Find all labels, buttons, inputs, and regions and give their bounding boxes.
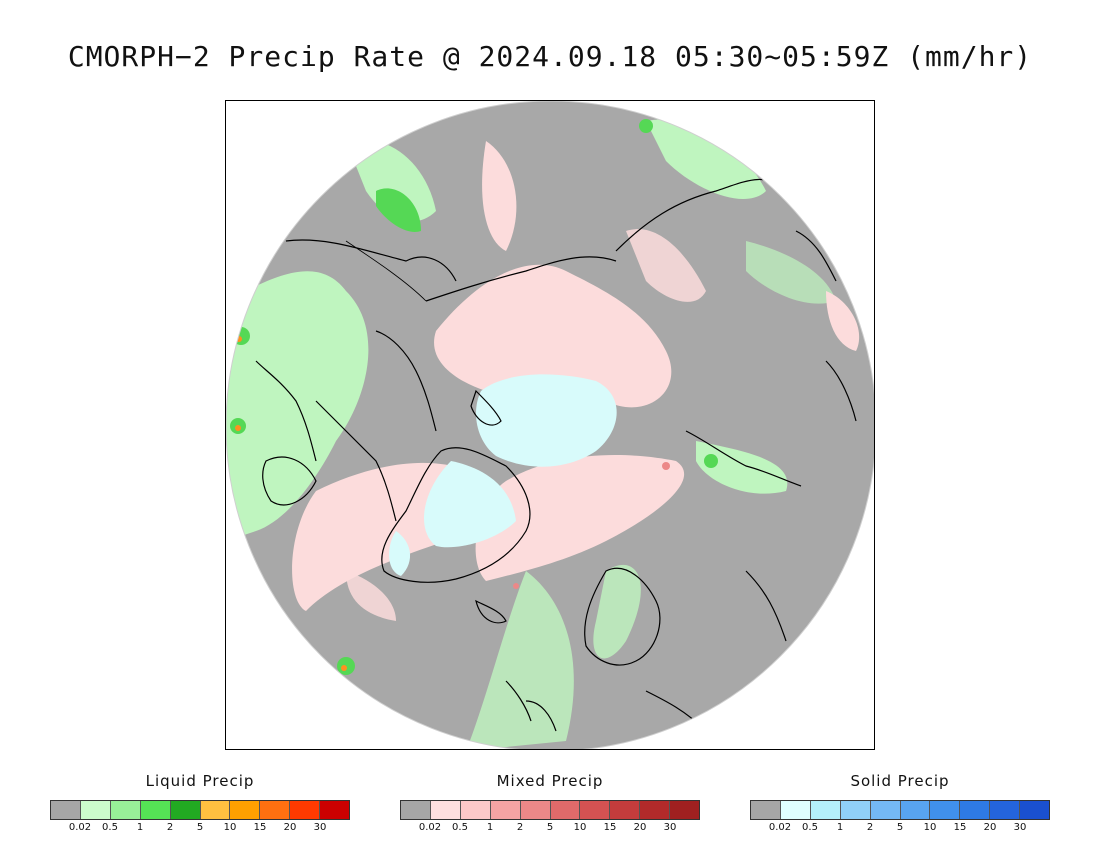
legend-swatch	[550, 801, 581, 819]
legend-tick-label: 1	[836, 822, 844, 833]
legend-swatch	[930, 801, 961, 819]
legend-swatch	[490, 801, 521, 819]
legend-tick-label: 30	[313, 822, 327, 833]
legend-tick-label: 30	[1013, 822, 1027, 833]
legend-title: Mixed Precip	[496, 772, 604, 790]
legend-tick-label: 10	[223, 822, 237, 833]
coastlines	[255, 178, 857, 732]
legend-tick-label: 5	[896, 822, 904, 833]
legend-swatch	[51, 801, 81, 819]
legend-ticks: 0.02 0.5 1 2 5 10 15 20 30	[400, 822, 700, 836]
legend-tick-label: 0.02	[768, 822, 792, 833]
legend-ticks: 0.02 0.5 1 2 5 10 15 20 30	[750, 822, 1050, 836]
legend-tick-label: 0.5	[102, 822, 118, 833]
legend-tick-label: 0.5	[802, 822, 818, 833]
mixed-moderate-spots	[513, 462, 670, 589]
legend-tick-label: 15	[253, 822, 267, 833]
legend-tick-label: 0.02	[68, 822, 92, 833]
legend-tick-label: 20	[983, 822, 997, 833]
legend-tick-label: 20	[283, 822, 297, 833]
legend-tick-label: 15	[603, 822, 617, 833]
legend-title: Solid Precip	[850, 772, 950, 790]
legend-tick-label: 1	[486, 822, 494, 833]
legend-tick-label: 2	[166, 822, 174, 833]
legend-tick-label: 2	[866, 822, 874, 833]
legend-swatch	[580, 801, 611, 819]
map-svg	[226, 101, 874, 749]
legend-swatch	[990, 801, 1021, 819]
legend-tick-label: 5	[196, 822, 204, 833]
legend-tick-label: 15	[953, 822, 967, 833]
legend-title: Liquid Precip	[145, 772, 255, 790]
legend-swatch	[780, 801, 811, 819]
legend-swatch	[260, 801, 291, 819]
legend-liquid: Liquid Precip 0.02 0.5 1 2 5 10 15 20 30	[50, 770, 350, 833]
solid-precip-areas	[389, 374, 617, 576]
legend-tick-label: 2	[516, 822, 524, 833]
legend-tick-label: 10	[573, 822, 587, 833]
legend-swatch	[670, 801, 700, 819]
legend-swatch	[320, 801, 350, 819]
legend-colorbar	[750, 800, 1050, 820]
legend-swatch	[870, 801, 901, 819]
legend-swatch	[1020, 801, 1050, 819]
legend-tick-label: 5	[546, 822, 554, 833]
legend-swatch	[610, 801, 641, 819]
legend-solid: Solid Precip 0.02 0.5 1 2 5 10 15 20 30	[750, 770, 1050, 833]
legend-swatch	[140, 801, 171, 819]
legend-tick-label: 20	[633, 822, 647, 833]
legend-swatch	[900, 801, 931, 819]
legend-swatch	[960, 801, 991, 819]
legend-mixed: Mixed Precip 0.02 0.5 1 2 5 10 15 20 30	[400, 770, 700, 833]
map-title: CMORPH−2 Precip Rate @ 2024.09.18 05:30~…	[67, 40, 1033, 73]
legend-colorbar	[50, 800, 350, 820]
legend-ticks: 0.02 0.5 1 2 5 10 15 20 30	[50, 822, 350, 836]
legend-tick-label: 10	[923, 822, 937, 833]
legend-tick-label: 0.5	[452, 822, 468, 833]
legend-colorbar	[400, 800, 700, 820]
legend-swatch	[810, 801, 841, 819]
legend-swatch	[200, 801, 231, 819]
legend-tick-label: 30	[663, 822, 677, 833]
legend-swatch	[640, 801, 671, 819]
legend-swatch	[520, 801, 551, 819]
legend-swatch	[230, 801, 261, 819]
polar-precip-map[interactable]	[225, 100, 875, 750]
legend-swatch	[751, 801, 781, 819]
legend-tick-label: 0.02	[418, 822, 442, 833]
legend-swatch	[170, 801, 201, 819]
legend-swatch	[290, 801, 321, 819]
legend-swatch	[430, 801, 461, 819]
legend-swatch	[460, 801, 491, 819]
legend-swatch	[110, 801, 141, 819]
legend-tick-label: 1	[136, 822, 144, 833]
legend-swatch	[840, 801, 871, 819]
legend-swatch	[401, 801, 431, 819]
legend-swatch	[80, 801, 111, 819]
